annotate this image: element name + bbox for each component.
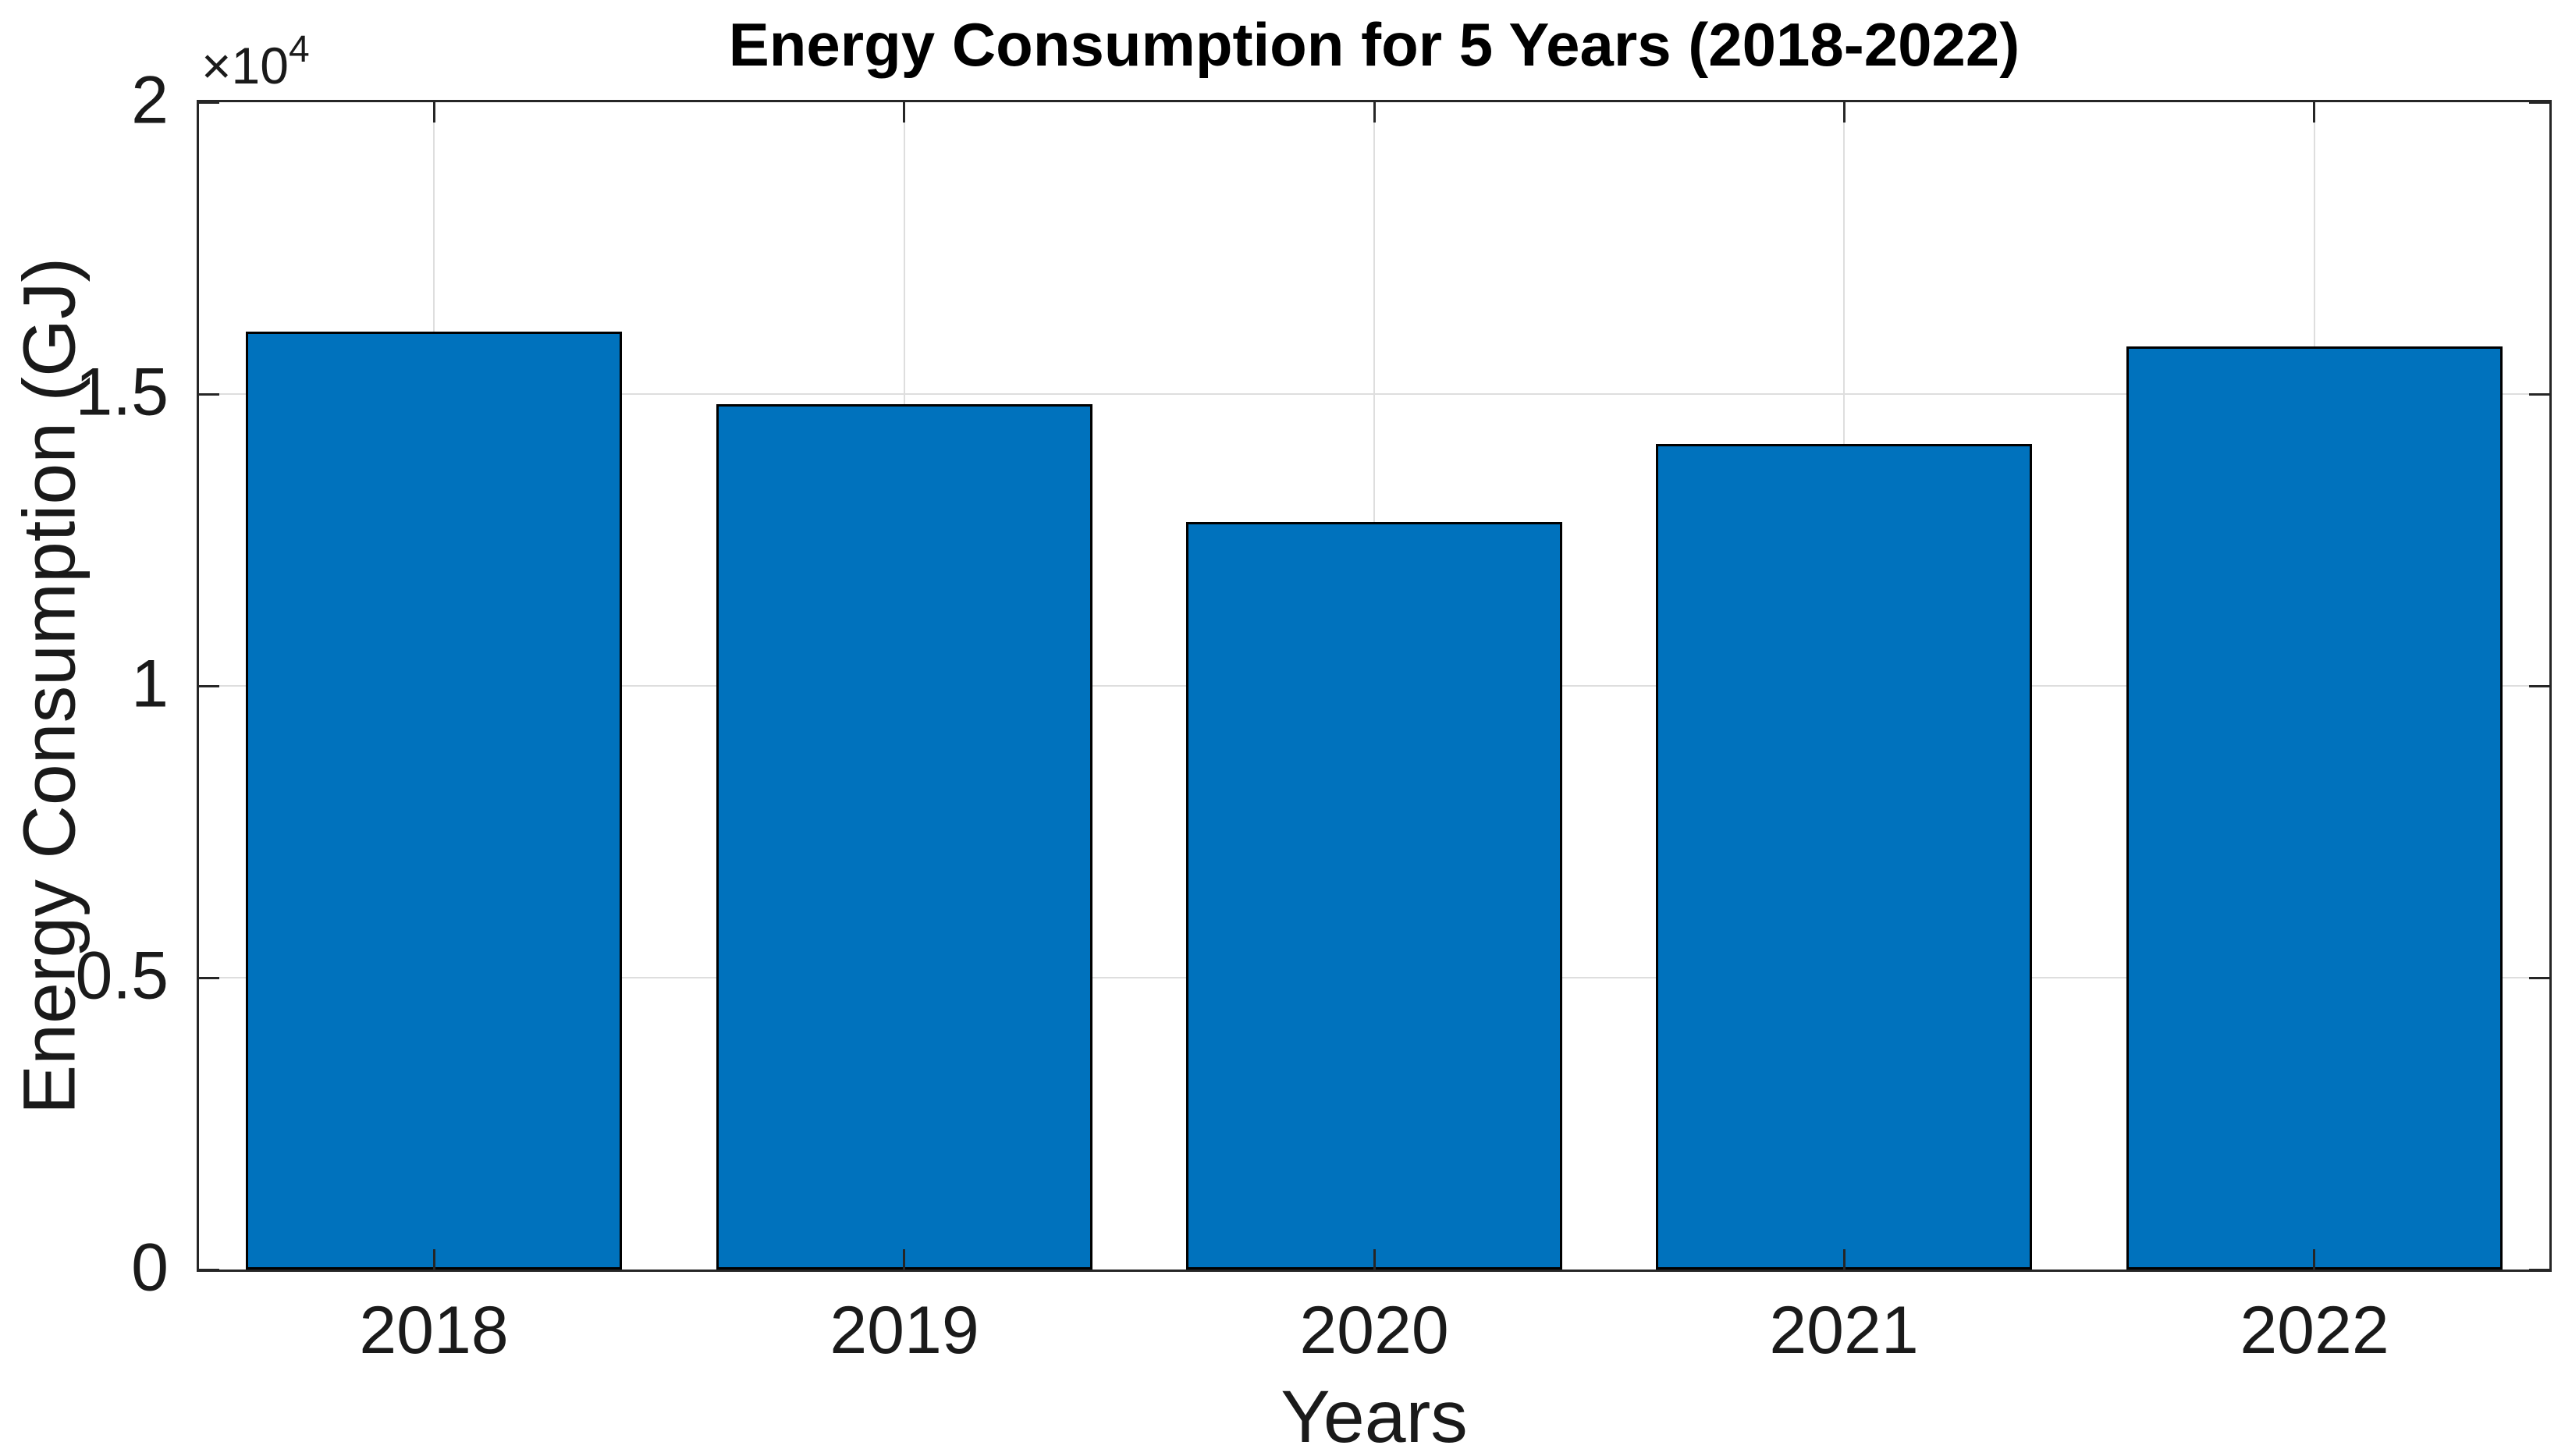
plot-inner xyxy=(199,101,2549,1271)
x-tick-top xyxy=(432,102,435,123)
x-tick-bottom xyxy=(432,1249,435,1270)
x-tick-bottom xyxy=(1373,1249,1376,1270)
y-tick-label-1: 1 xyxy=(131,646,169,722)
x-tick-label-2021: 2021 xyxy=(1769,1293,1919,1368)
y-tick-label-0.5: 0.5 xyxy=(75,938,169,1014)
y-tick-label-2: 2 xyxy=(131,62,169,138)
plot-area xyxy=(197,100,2552,1272)
y-tick-left xyxy=(199,101,219,104)
y-tick-right xyxy=(2529,684,2549,687)
bar-2018 xyxy=(246,332,622,1270)
y-tick-left xyxy=(199,1268,219,1271)
x-tick-label-2022: 2022 xyxy=(2240,1293,2389,1368)
y-tick-left xyxy=(199,392,219,396)
x-tick-label-2018: 2018 xyxy=(359,1293,509,1368)
x-axis-label: Years xyxy=(1281,1376,1468,1456)
y-tick-label-0: 0 xyxy=(131,1230,169,1305)
x-tick-top xyxy=(2313,102,2316,123)
x-tick-label-2020: 2020 xyxy=(1299,1293,1449,1368)
y-tick-left xyxy=(199,976,219,979)
x-tick-bottom xyxy=(1842,1249,1846,1270)
chart-title: Energy Consumption for 5 Years (2018-202… xyxy=(728,10,2020,79)
y-axis-offset-multiplier: ×104 xyxy=(201,28,310,95)
y-axis-offset-base: ×10 xyxy=(201,37,289,94)
x-tick-top xyxy=(1842,102,1846,123)
bar-2019 xyxy=(716,404,1092,1270)
x-tick-label-2019: 2019 xyxy=(830,1293,979,1368)
x-tick-top xyxy=(903,102,906,123)
y-tick-right xyxy=(2529,392,2549,396)
y-tick-label-1.5: 1.5 xyxy=(75,354,169,430)
y-tick-right xyxy=(2529,976,2549,979)
x-tick-bottom xyxy=(903,1249,906,1270)
y-tick-right xyxy=(2529,101,2549,104)
x-tick-bottom xyxy=(2313,1249,2316,1270)
bar-2022 xyxy=(2126,346,2503,1270)
y-tick-left xyxy=(199,684,219,687)
x-tick-top xyxy=(1373,102,1376,123)
y-axis-offset-exponent: 4 xyxy=(288,29,310,70)
bar-2021 xyxy=(1656,444,2032,1270)
bar-2020 xyxy=(1186,522,1562,1270)
y-tick-right xyxy=(2529,1268,2549,1271)
